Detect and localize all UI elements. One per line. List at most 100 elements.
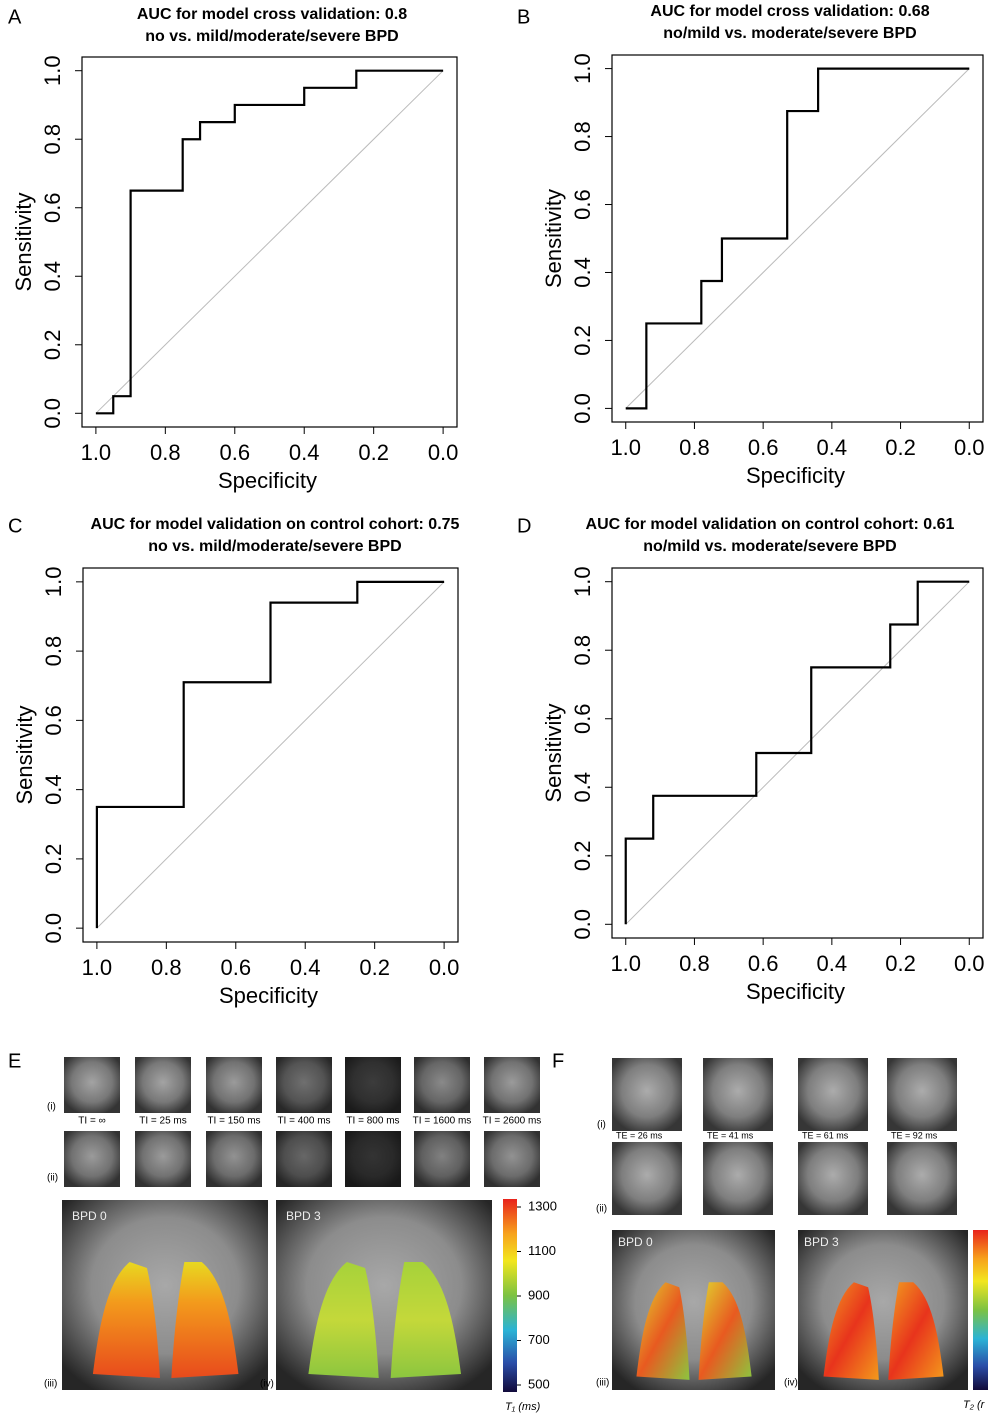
y-tick-label: 0.0 [570, 393, 595, 424]
x-tick-label: 0.2 [358, 440, 389, 465]
y-tick-label: 0.2 [41, 844, 66, 875]
y-tick-label: 0.0 [41, 913, 66, 944]
row-label: (ii) [596, 1204, 607, 1215]
y-tick-label: 1.0 [40, 55, 65, 86]
mri-thumbnail-image [414, 1057, 470, 1113]
y-tick-label: 0.0 [570, 909, 595, 940]
x-tick-label: 0.4 [289, 440, 320, 465]
y-axis-label: Sensitivity [11, 192, 36, 291]
chart-subtitle: no/mild vs. moderate/severe BPD [663, 25, 916, 42]
thumbnail-label: TI = 1600 ms [413, 1116, 472, 1127]
map-label: BPD 0 [618, 1235, 653, 1249]
chart-title: AUC for model validation on control coho… [586, 516, 955, 533]
chart-title: AUC for model cross validation: 0.68 [650, 3, 929, 20]
colorbar-tick-label: 500 [528, 1376, 550, 1391]
mri-thumbnail-image [64, 1057, 120, 1113]
reference-diagonal [95, 70, 444, 414]
chart-subtitle: no vs. mild/moderate/severe BPD [145, 28, 398, 45]
panel-f: F TE = 26 ms TE = 41 ms TE = 61 ms TE = 92 m… [552, 1050, 988, 1411]
y-tick-label: 0.6 [41, 705, 66, 736]
x-tick-label: 0.6 [219, 440, 250, 465]
map-label: BPD 0 [72, 1209, 107, 1223]
map-label: BPD 3 [804, 1235, 839, 1249]
row-label: (i) [47, 1102, 56, 1113]
y-axis-label: Sensitivity [541, 189, 566, 288]
roc-chart: D AUC for model validation on control coh… [517, 515, 985, 1004]
roc-curve [625, 67, 970, 410]
thumbnail-label: TI = 2600 ms [483, 1116, 542, 1127]
row-label: (iv) [260, 1379, 274, 1390]
mri-thumbnail-image [703, 1058, 773, 1131]
x-tick-label: 0.6 [748, 435, 779, 460]
thumbnail-label: TE = 41 ms [707, 1130, 754, 1140]
x-tick-label: 0.0 [954, 951, 985, 976]
panel-e: E TI = ∞ TI = 25 ms TI = 150 ms TI = 400 ms T… [8, 1050, 557, 1413]
roc-chart: A AUC for model cross validation: 0.8 no v… [8, 6, 458, 493]
plot-box [611, 54, 984, 423]
colorbar [503, 1199, 517, 1392]
roc-curve [95, 69, 444, 415]
y-tick-label: 0.8 [570, 121, 595, 152]
mri-map [62, 1200, 268, 1390]
thumbnail-label: TI = 800 ms [346, 1116, 399, 1127]
x-tick-label: 0.8 [679, 435, 710, 460]
thumbnail-label: TI = 400 ms [277, 1116, 330, 1127]
colorbar-tick-label: 1300 [528, 1198, 557, 1213]
roc-curve [624, 580, 970, 925]
lung-map [636, 1282, 690, 1380]
lung-map [171, 1262, 239, 1378]
mri-thumbnail-image [612, 1058, 682, 1131]
thumbnail-label: TE = 26 ms [616, 1130, 663, 1140]
y-tick-label: 1.0 [41, 567, 66, 598]
lung-map [888, 1282, 944, 1380]
chart-title: AUC for model cross validation: 0.8 [137, 6, 407, 23]
mri-thumbnail-image [206, 1057, 262, 1113]
mri-map [276, 1200, 492, 1390]
y-tick-label: 0.8 [40, 124, 65, 155]
x-axis-label: Specificity [218, 468, 317, 493]
roc-curve [95, 580, 445, 929]
y-tick-label: 0.4 [570, 257, 595, 288]
mri-thumbnail-image [206, 1131, 262, 1187]
colorbar-tick-label: 900 [528, 1287, 550, 1302]
row-label: (iii) [44, 1379, 57, 1390]
panel-label: B [517, 6, 530, 28]
mri-thumbnail-image [798, 1058, 868, 1131]
mri-thumbnail-image [414, 1131, 470, 1187]
panel-label: C [8, 515, 22, 537]
chart-title: AUC for model validation on control coho… [91, 516, 460, 533]
x-tick-label: 0.8 [679, 951, 710, 976]
row-label: (iii) [596, 1378, 609, 1389]
y-tick-label: 0.4 [41, 774, 66, 805]
y-tick-label: 0.8 [570, 635, 595, 666]
mri-thumbnail-image [703, 1142, 773, 1215]
reference-diagonal [96, 581, 445, 929]
lung-map [698, 1282, 752, 1380]
lung-map [823, 1282, 879, 1380]
x-tick-label: 0.4 [817, 951, 848, 976]
mri-thumbnail-image [345, 1057, 401, 1113]
x-tick-label: 0.8 [151, 955, 182, 980]
x-tick-label: 0.0 [428, 440, 459, 465]
x-tick-label: 1.0 [81, 440, 112, 465]
mri-thumbnail-image [276, 1057, 332, 1113]
colorbar-tick-label: 1100 [528, 1243, 556, 1258]
row-label: (ii) [47, 1173, 58, 1184]
map-label: BPD 3 [286, 1209, 321, 1223]
mri-panels: E TI = ∞ TI = 25 ms TI = 150 ms TI = 400 ms T… [8, 1050, 988, 1413]
x-tick-label: 1.0 [610, 951, 641, 976]
row-label: (iv) [784, 1378, 798, 1389]
thumbnail-label: TE = 92 ms [891, 1130, 938, 1140]
mri-map [798, 1230, 968, 1390]
chart-subtitle: no/mild vs. moderate/severe BPD [643, 538, 896, 555]
reference-diagonal [625, 68, 970, 409]
roc-chart: C AUC for model validation on control coh… [8, 515, 460, 1008]
x-tick-label: 0.4 [290, 955, 321, 980]
lung-map [92, 1262, 160, 1378]
y-tick-label: 0.4 [40, 261, 65, 292]
roc-chart: B AUC for model cross validation: 0.68 no/… [517, 3, 985, 488]
y-tick-label: 0.8 [41, 636, 66, 667]
colorbar-tick-label: 700 [528, 1332, 550, 1347]
